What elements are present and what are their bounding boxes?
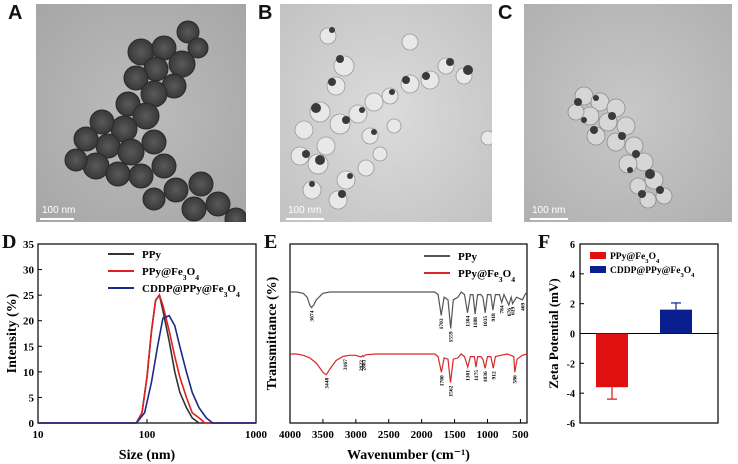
peak-label-e: 1175 [474,370,480,381]
peak-label-e: 1304 [465,316,471,327]
series-line-e-1 [290,353,528,383]
chart-d: 0 5 10 15 20 25 30 35 10 100 1000 Size (nm) Intensit… [5,239,268,463]
x-axis-label-d: Size (nm) [119,448,176,463]
peak-label-e: 586 [513,375,519,384]
y-axis-label-e: Transmittance (%) [265,276,280,390]
tem-image-c: 100 nm [524,4,732,222]
y-tick-label-f: -6 [567,419,575,430]
peak-label-e: 676 [507,308,513,317]
peak-label-e: 1703 [439,318,445,329]
x-tick-label-d: 100 [139,429,156,441]
legend-label-e-0: PPy [458,251,477,263]
y-axis-label-f: Zeta Potential (mV) [546,278,561,388]
x-tick-label-d: 1000 [245,429,268,441]
legend-label-d-0: PPy [142,249,161,261]
y-tick-label-f: -2 [567,359,575,370]
y-tick-label-d: 15 [23,341,35,353]
panel-label-a: A [8,2,23,24]
bar-f-1 [660,309,692,334]
y-tick-label-d: 5 [29,392,35,404]
peak-label-e: 3674 [309,310,315,321]
peak-label-e: 619 [511,306,517,315]
peak-label-e: 3167 [343,359,349,370]
x-tick-label-d: 10 [33,429,45,441]
peak-label-e: 1188 [473,317,479,328]
y-tick-label-d: 30 [23,265,35,277]
scale-bar-label-a: 100 nm [42,205,76,216]
scale-bar-label-c: 100 nm [532,205,566,216]
series-line-e-0 [290,291,528,329]
plot-frame-e [289,243,528,424]
scale-bar-a [40,218,74,220]
peak-label-e: 1562 [449,385,455,396]
peak-label-e: 3448 [324,378,330,389]
scale-bar-label-b: 100 nm [288,205,322,216]
x-tick-label-e: 2000 [411,429,434,441]
legend-label-d-1: PPy@Fe3O4 [142,266,199,282]
chart-f: 6 4 2 0 -2 -4 -6 Zeta Potential (mV) PPy@Fe3O4CD… [546,240,719,430]
y-tick-label-f: 6 [570,240,575,251]
x-axis-label-e: Wavenumber (cm⁻¹) [347,448,470,463]
peak-label-e: 1035 [483,316,489,327]
y-tick-label-d: 25 [23,290,35,302]
peak-label-e: 912 [491,371,497,380]
x-tick-label-e: 1000 [477,429,500,441]
x-tick-label-e: 4000 [279,429,302,441]
tem-image-b: 100 nm [280,4,492,222]
peak-label-e: 918 [491,313,497,322]
series-line-d-2 [38,314,256,424]
legend-swatch-f-1 [590,266,606,273]
tem-image-a: 100 nm [36,4,246,222]
y-tick-label-f: 0 [570,330,575,341]
legend-label-f-0: PPy@Fe3O4 [610,252,660,265]
scale-bar-b [286,218,324,220]
chart-e: 4000 3500 3000 2500 2000 1500 1000 500 Wavenumbe… [265,243,529,463]
y-tick-label-d: 35 [23,239,35,251]
y-axis-label-d: Intensity (%) [5,293,20,373]
peak-label-e: 784 [500,305,506,314]
x-tick-label-e: 3500 [312,429,335,441]
panel-label-e: E [264,231,277,253]
series-line-d-1 [38,293,256,424]
scale-bar-c [530,218,568,220]
y-tick-label-f: -4 [567,389,575,400]
peak-label-e: 1301 [466,370,472,381]
peak-label-e: 2883 [362,359,368,370]
panel-label-f: F [538,231,550,253]
y-tick-label-f: 4 [570,270,575,281]
legend-label-d-2: CDDP@PPy@Fe3O4 [142,283,240,299]
x-tick-label-e: 500 [512,429,529,441]
panel-label-c: C [498,2,513,24]
legend-swatch-f-0 [590,252,606,259]
x-tick-label-e: 2500 [378,429,401,441]
panel-label-d: D [2,231,16,253]
peak-label-e: 469 [520,303,526,312]
peak-label-e: 1036 [483,371,489,382]
legend-label-e-1: PPy@Fe3O4 [458,268,515,284]
panel-label-b: B [258,2,273,24]
bar-f-0 [596,333,628,388]
peak-label-e: 2922 [359,360,365,371]
y-tick-label-d: 10 [23,367,35,379]
x-tick-label-e: 3000 [345,429,368,441]
x-tick-label-e: 1500 [444,429,467,441]
y-tick-label-f: 2 [570,300,575,311]
legend-label-f-1: CDDP@PPy@Fe3O4 [610,266,695,279]
peak-label-e: 1700 [439,375,445,386]
y-tick-label-d: 20 [23,316,35,328]
peak-label-e: 1559 [449,331,455,342]
y-tick-label-d: 0 [29,418,35,430]
